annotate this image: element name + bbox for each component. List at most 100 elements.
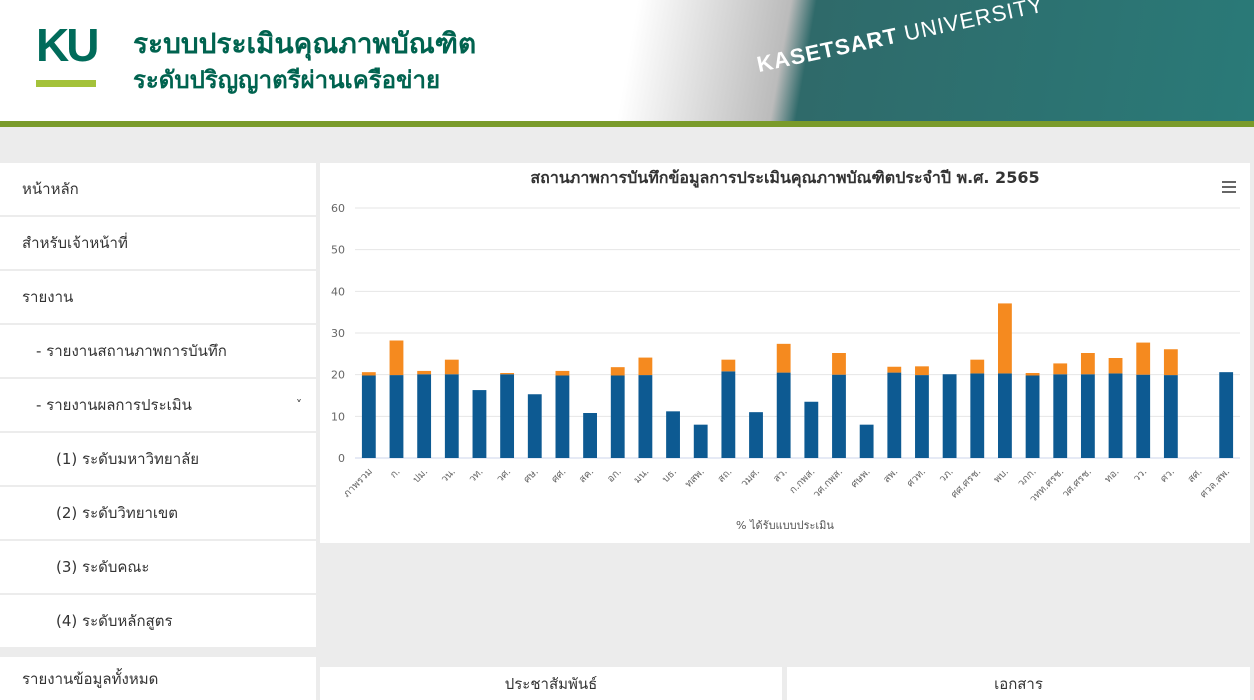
x-tick-label: ทอ. <box>1103 466 1122 485</box>
menu-item[interactable]: (4) ระดับหลักสูตร <box>0 595 316 647</box>
menu-item[interactable]: สำหรับเจ้าหน้าที่ <box>0 217 316 269</box>
y-tick-label: 40 <box>331 285 345 298</box>
x-tick-label: วมศ. <box>739 466 762 489</box>
bar <box>998 373 1012 458</box>
x-tick-label: วว. <box>1131 466 1149 484</box>
x-tick-label: บธ. <box>660 466 679 485</box>
tab[interactable]: ประชาสัมพันธ์ <box>320 667 782 700</box>
bar <box>1026 376 1040 459</box>
title-line: ระดับปริญญาตรีผ่านเครือข่าย <box>133 60 440 99</box>
bar <box>915 375 929 458</box>
x-tick-label: ศษพ. <box>849 466 873 490</box>
bar <box>887 373 901 458</box>
bar <box>943 374 957 458</box>
chart-panel: สถานภาพการบันทึกข้อมูลการประเมินคุณภาพบั… <box>320 163 1250 543</box>
x-tick-label: สถ. <box>716 466 735 485</box>
bar <box>611 376 625 459</box>
x-tick-label: สศ. <box>1186 466 1205 485</box>
menu-item[interactable]: (1) ระดับมหาวิทยาลัย <box>0 433 316 485</box>
page: KU ระบบประเมินคุณภาพบัณฑิต ระดับปริญญาตร… <box>0 0 1254 700</box>
x-tick-label: พบ. <box>992 466 1011 485</box>
x-tick-label: วศ.ศรช. <box>1060 466 1094 500</box>
bar <box>1081 353 1095 374</box>
x-tick-label: ศศ. <box>550 466 569 485</box>
bar <box>666 411 680 458</box>
chart: สถานภาพการบันทึกข้อมูลการประเมินคุณภาพบั… <box>320 163 1250 543</box>
bar <box>362 372 376 375</box>
brand: KASETSART <box>755 23 901 77</box>
bar <box>832 375 846 458</box>
x-tick-label: ทสพ. <box>683 466 707 490</box>
menu-item[interactable]: - รายงานผลการประเมิน˅ <box>0 379 316 431</box>
bar <box>1219 372 1233 458</box>
x-tick-label: วน. <box>439 466 458 485</box>
menu-item[interactable]: - รายงานสถานภาพการบันทึก <box>0 325 316 377</box>
bar <box>1081 374 1095 458</box>
bar <box>390 375 404 458</box>
chevron: ˅ <box>296 398 302 412</box>
bar <box>694 425 708 458</box>
bar <box>638 375 652 458</box>
bar <box>749 412 763 458</box>
x-tick-label: อก. <box>605 466 624 485</box>
x-tick-label: สพ. <box>881 466 900 485</box>
bar <box>1164 375 1178 458</box>
x-tick-label: ศษ. <box>522 466 541 485</box>
bar <box>473 390 487 458</box>
chart-title: สถานภาพการบันทึกข้อมูลการประเมินคุณภาพบั… <box>530 168 1039 189</box>
bar <box>1136 343 1150 375</box>
menu-item[interactable]: รายงานข้อมูลทั้งหมด <box>0 657 316 700</box>
bar <box>445 374 459 458</box>
bar <box>777 344 791 373</box>
y-tick-label: 0 <box>338 452 345 465</box>
menu-item[interactable]: รายงาน <box>0 271 316 323</box>
bar <box>417 374 431 458</box>
x-tick-label: วภ. <box>937 466 956 485</box>
tab[interactable]: เอกสาร <box>787 667 1250 700</box>
logo: KU <box>36 18 96 72</box>
bar <box>583 413 597 458</box>
x-tick-label: ศวล.สพ. <box>1198 466 1232 500</box>
x-tick-label: วศ. <box>495 466 513 484</box>
bar <box>1136 375 1150 458</box>
bar <box>528 394 542 458</box>
bar <box>1053 374 1067 458</box>
y-tick-label: 10 <box>331 410 345 423</box>
bar <box>1109 373 1123 458</box>
bar <box>970 360 984 374</box>
x-tick-label: สว. <box>771 466 789 484</box>
x-tick-label: ศว. <box>1158 466 1176 484</box>
bar <box>362 376 376 459</box>
bar <box>500 373 514 374</box>
bar <box>556 376 570 459</box>
x-axis-title: % ได้รับแบบประเมิน <box>736 519 834 532</box>
x-tick-label: ก. <box>388 466 402 480</box>
header: KU ระบบประเมินคุณภาพบัณฑิต ระดับปริญญาตร… <box>0 0 1254 127</box>
bar <box>721 360 735 372</box>
bar <box>445 360 459 375</box>
y-tick-label: 60 <box>331 202 345 215</box>
bar <box>860 425 874 458</box>
y-tick-label: 50 <box>331 244 345 257</box>
bar <box>721 371 735 458</box>
x-tick-label: สค. <box>577 466 596 485</box>
bar <box>1164 349 1178 375</box>
bar <box>887 367 901 373</box>
menu-item[interactable]: (3) ระดับคณะ <box>0 541 316 593</box>
menu-item[interactable]: หน้าหลัก <box>0 163 316 215</box>
x-tick-label: วศ.กพส. <box>811 466 845 500</box>
bar <box>1109 358 1123 373</box>
y-tick-label: 30 <box>331 327 345 340</box>
bar <box>390 341 404 376</box>
bar <box>1026 373 1040 376</box>
bar <box>970 373 984 458</box>
x-tick-label: วท. <box>467 466 486 485</box>
bar <box>638 358 652 376</box>
menu-icon[interactable] <box>1222 182 1236 192</box>
menu-item[interactable]: (2) ระดับวิทยาเขต <box>0 487 316 539</box>
bar <box>500 374 514 458</box>
bar <box>832 353 846 375</box>
bar <box>915 366 929 375</box>
bar <box>611 367 625 375</box>
bar <box>417 371 431 374</box>
